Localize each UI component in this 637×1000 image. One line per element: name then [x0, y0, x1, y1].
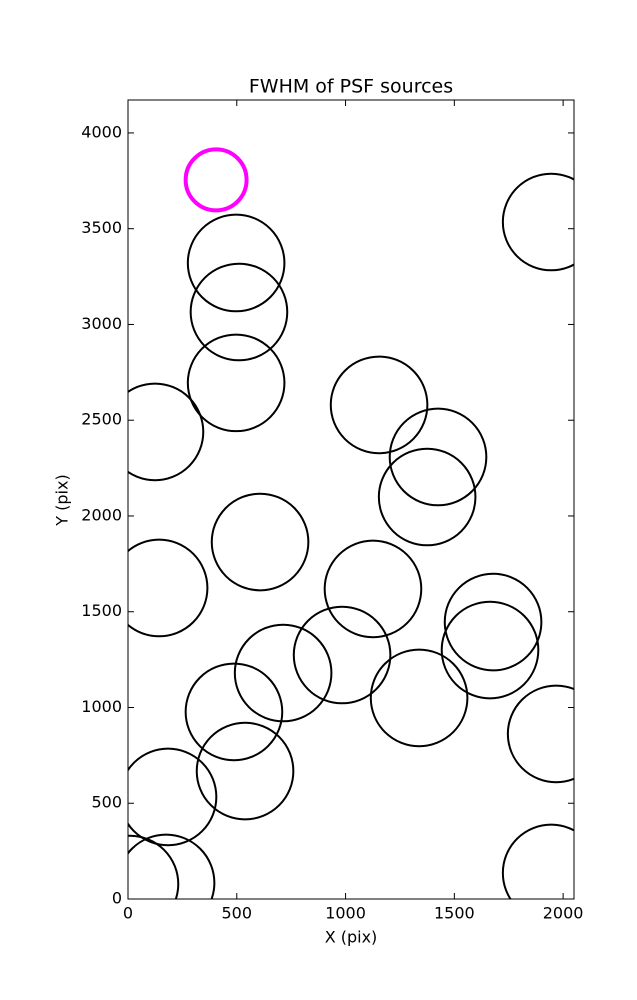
source-circle [501, 823, 574, 899]
source-circle [323, 539, 423, 639]
source-circle [440, 600, 540, 700]
y-tick-label: 3500 [81, 218, 122, 237]
source-circle [233, 623, 333, 723]
source-circle [189, 262, 289, 362]
source-circle [195, 721, 295, 821]
y-tick-label: 0 [112, 889, 122, 908]
source-circle [128, 382, 205, 482]
source-circle [183, 147, 249, 213]
source-circle [184, 662, 284, 762]
source-circle [443, 572, 543, 672]
source-circle [128, 538, 209, 638]
y-tick-label: 500 [91, 793, 122, 812]
x-tick-label: 2000 [543, 904, 584, 923]
source-circle [506, 684, 574, 784]
y-tick-label: 1000 [81, 697, 122, 716]
x-tick-label: 0 [123, 904, 133, 923]
y-tick-label: 1500 [81, 601, 122, 620]
x-axis-label: X (pix) [325, 928, 378, 947]
plot-frame [127, 99, 575, 900]
x-tick-label: 500 [222, 904, 253, 923]
y-tick-label: 4000 [81, 122, 122, 141]
source-circle [186, 213, 286, 313]
chart-title: FWHM of PSF sources [249, 76, 453, 98]
source-circle [210, 492, 310, 592]
source-circle [292, 605, 392, 705]
source-circle [128, 833, 216, 899]
source-circle [501, 172, 574, 272]
source-circle [186, 333, 286, 433]
y-tick-label: 2500 [81, 410, 122, 429]
source-circle [128, 747, 218, 847]
plot-area [128, 147, 574, 899]
x-tick-label: 1000 [325, 904, 366, 923]
source-circle [377, 447, 477, 547]
y-axis-label: Y (pix) [53, 474, 72, 526]
y-tick-label: 3000 [81, 314, 122, 333]
source-circle [329, 355, 429, 455]
source-circle [128, 834, 180, 899]
source-circle [388, 407, 488, 507]
y-tick-label: 2000 [81, 505, 122, 524]
source-circle [369, 648, 469, 748]
x-tick-label: 1500 [434, 904, 475, 923]
